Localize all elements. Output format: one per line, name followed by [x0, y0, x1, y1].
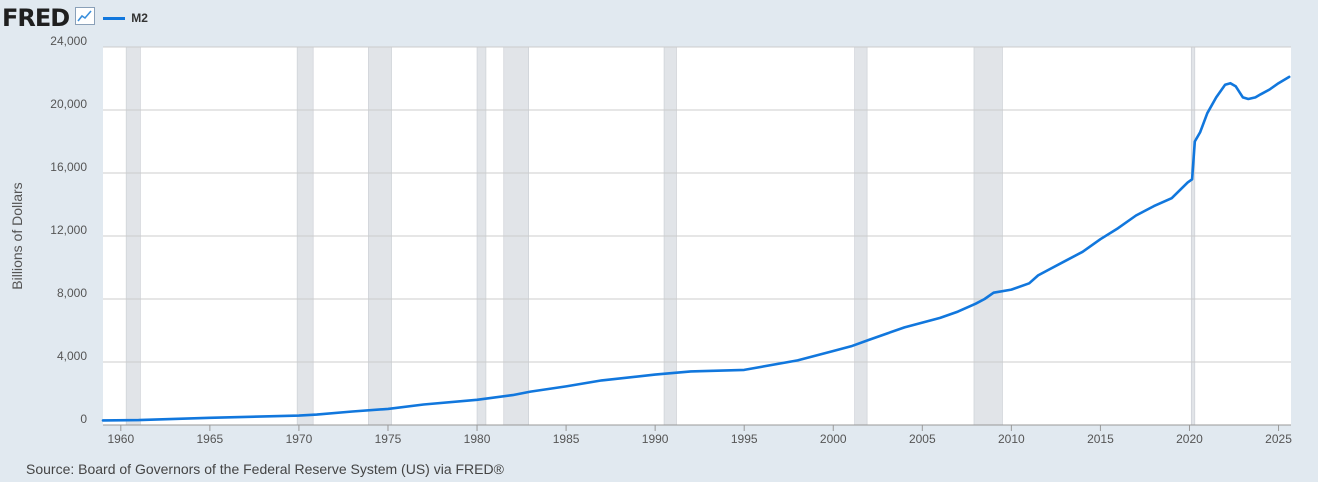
y-tick-label: 20,000 [50, 97, 87, 111]
source-note: Source: Board of Governors of the Federa… [26, 461, 504, 477]
y-axis-label: Billions of Dollars [9, 182, 25, 289]
legend-swatch [103, 16, 126, 20]
y-tick-label: 24,000 [50, 34, 87, 48]
legend-item-m2[interactable]: M2 [103, 11, 148, 25]
x-tick-label: 1985 [553, 432, 580, 446]
x-tick-label: 2020 [1176, 432, 1203, 446]
x-tick-label: 1990 [642, 432, 669, 446]
x-tick-label: 1995 [731, 432, 758, 446]
legend-label: M2 [131, 11, 148, 25]
y-tick-label: 0 [80, 412, 87, 426]
x-tick-label: 2000 [820, 432, 847, 446]
chart-header: FRED M2 [0, 4, 148, 32]
x-tick-label: 2005 [909, 432, 936, 446]
line-graph-icon [75, 6, 96, 30]
y-tick-label: 16,000 [50, 160, 87, 174]
fred-logo[interactable]: FRED [2, 4, 70, 32]
x-tick-label: 1980 [464, 432, 491, 446]
x-tick-label: 1970 [286, 432, 313, 446]
x-tick-label: 2010 [998, 432, 1025, 446]
x-tick-label: 2025 [1265, 432, 1292, 446]
x-tick-label: 1965 [197, 432, 224, 446]
y-tick-label: 12,000 [50, 223, 87, 237]
x-tick-label: 1975 [375, 432, 402, 446]
x-tick-label: 2015 [1087, 432, 1114, 446]
series-line-m2 [101, 75, 1291, 422]
y-tick-label: 4,000 [57, 349, 87, 363]
x-tick-label: 1960 [107, 432, 134, 446]
y-tick-label: 8,000 [57, 286, 87, 300]
